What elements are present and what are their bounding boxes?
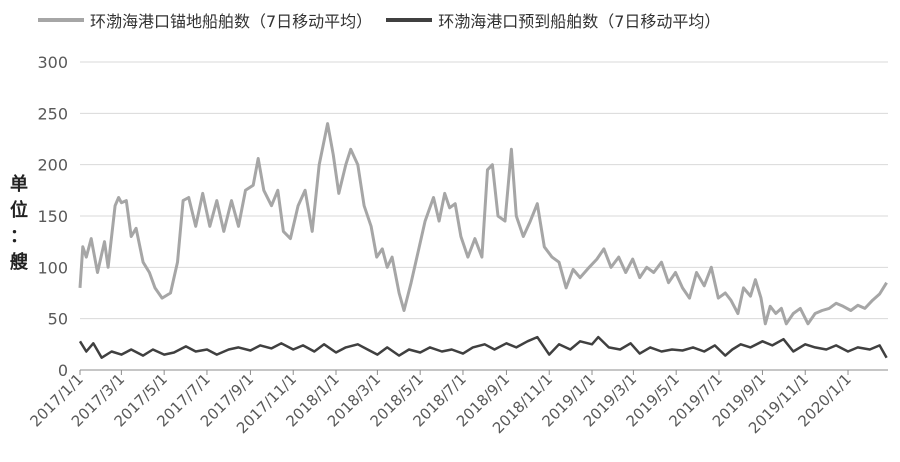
legend-item-series1[interactable]: 环渤海港口锚地船舶数（7日移动平均） xyxy=(38,8,372,32)
y-tick-label: 100 xyxy=(37,258,68,277)
legend-item-series2[interactable]: 环渤海港口预到船舶数（7日移动平均） xyxy=(386,8,720,32)
legend-swatch-series1 xyxy=(38,18,84,22)
y-tick-label: 150 xyxy=(37,207,68,226)
legend: 环渤海港口锚地船舶数（7日移动平均） 环渤海港口预到船舶数（7日移动平均） xyxy=(38,8,720,32)
y-axis-label: 单 位 ： 艘 xyxy=(8,172,30,276)
y-tick-label: 50 xyxy=(48,310,68,329)
y-tick-label: 200 xyxy=(37,156,68,175)
series-line-1 xyxy=(78,122,888,326)
series-line-2 xyxy=(78,335,888,359)
y-axis-label-char: 艘 xyxy=(10,252,28,273)
y-axis-label-char: ： xyxy=(10,226,28,247)
y-tick-label: 250 xyxy=(37,104,68,123)
y-tick-label: 0 xyxy=(58,361,68,380)
legend-label-series2: 环渤海港口预到船舶数（7日移动平均） xyxy=(438,12,721,31)
y-axis-label-char: 位 xyxy=(10,200,28,221)
y-tick-label: 300 xyxy=(37,53,68,72)
y-axis-label-char: 单 xyxy=(10,174,28,195)
legend-label-series1: 环渤海港口锚地船舶数（7日移动平均） xyxy=(90,12,373,31)
legend-swatch-series2 xyxy=(386,18,433,22)
